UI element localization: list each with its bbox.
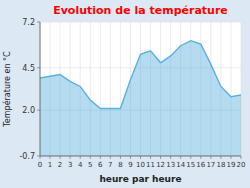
grid-line-y: [40, 22, 241, 23]
x-tick: [200, 156, 201, 159]
x-tick: [241, 156, 242, 159]
y-tick: [37, 22, 40, 23]
x-tick: [230, 156, 231, 159]
x-tick-label: 11: [146, 161, 155, 169]
background: [0, 0, 250, 188]
title: Evolution de la température: [53, 4, 228, 17]
y-axis-label: Température en °C: [2, 51, 12, 128]
x-tick-label: 6: [98, 161, 103, 169]
y-tick-label: -0.7: [19, 152, 35, 161]
grid: [40, 22, 241, 156]
x-tick-label: 19: [226, 161, 235, 169]
x-tick-label: 5: [88, 161, 92, 169]
x-tick: [90, 156, 91, 159]
x-tick-label: 15: [186, 161, 195, 169]
x-tick-label: 10: [136, 161, 145, 169]
y-tick-label: 2.0: [22, 106, 35, 115]
x-tick-label: 12: [156, 161, 165, 169]
x-tick-label: 16: [196, 161, 205, 169]
x-tick-label: 8: [118, 161, 122, 169]
x-tick: [60, 156, 61, 159]
x-tick-label: 18: [216, 161, 225, 169]
x-tick: [150, 156, 151, 159]
plot-area: [40, 22, 241, 156]
x-tick-label: 0: [38, 161, 42, 169]
line: [40, 41, 241, 109]
x-tick: [190, 156, 191, 159]
x-tick: [70, 156, 71, 159]
x-tick: [120, 156, 121, 159]
x-tick-label: 1: [48, 161, 52, 169]
x-tick-label: 17: [206, 161, 215, 169]
x-tick: [180, 156, 181, 159]
x-tick: [100, 156, 101, 159]
grid-line-y: [40, 156, 241, 157]
area: [40, 41, 241, 156]
x-tick: [140, 156, 141, 159]
y-tick: [37, 110, 40, 111]
x-tick-label: 7: [108, 161, 112, 169]
x-tick-label: 3: [68, 161, 72, 169]
x-tick: [130, 156, 131, 159]
x-axis-label: heure par heure: [99, 174, 181, 184]
x-tick: [110, 156, 111, 159]
y-axis: [40, 22, 41, 156]
y-tick: [37, 67, 40, 68]
grid-line-x: [40, 22, 41, 156]
x-tick: [220, 156, 221, 159]
x-tick-label: 20: [237, 161, 246, 169]
chart: 01234567891011121314151617181920-0.72.04…: [0, 0, 250, 188]
x-tick-label: 2: [58, 161, 62, 169]
x-tick: [170, 156, 171, 159]
y-tick: [37, 156, 40, 157]
x-tick: [80, 156, 81, 159]
x-axis: [40, 156, 241, 157]
y-tick-label: 4.5: [22, 64, 35, 73]
x-tick-label: 4: [78, 161, 83, 169]
data-group: [40, 41, 241, 156]
x-tick: [50, 156, 51, 159]
x-tick: [210, 156, 211, 159]
x-tick-label: 13: [166, 161, 175, 169]
x-tick: [160, 156, 161, 159]
x-tick-label: 9: [128, 161, 132, 169]
x-tick-label: 14: [176, 161, 185, 169]
x-tick: [40, 156, 41, 159]
y-tick-label: 7.2: [22, 18, 35, 27]
